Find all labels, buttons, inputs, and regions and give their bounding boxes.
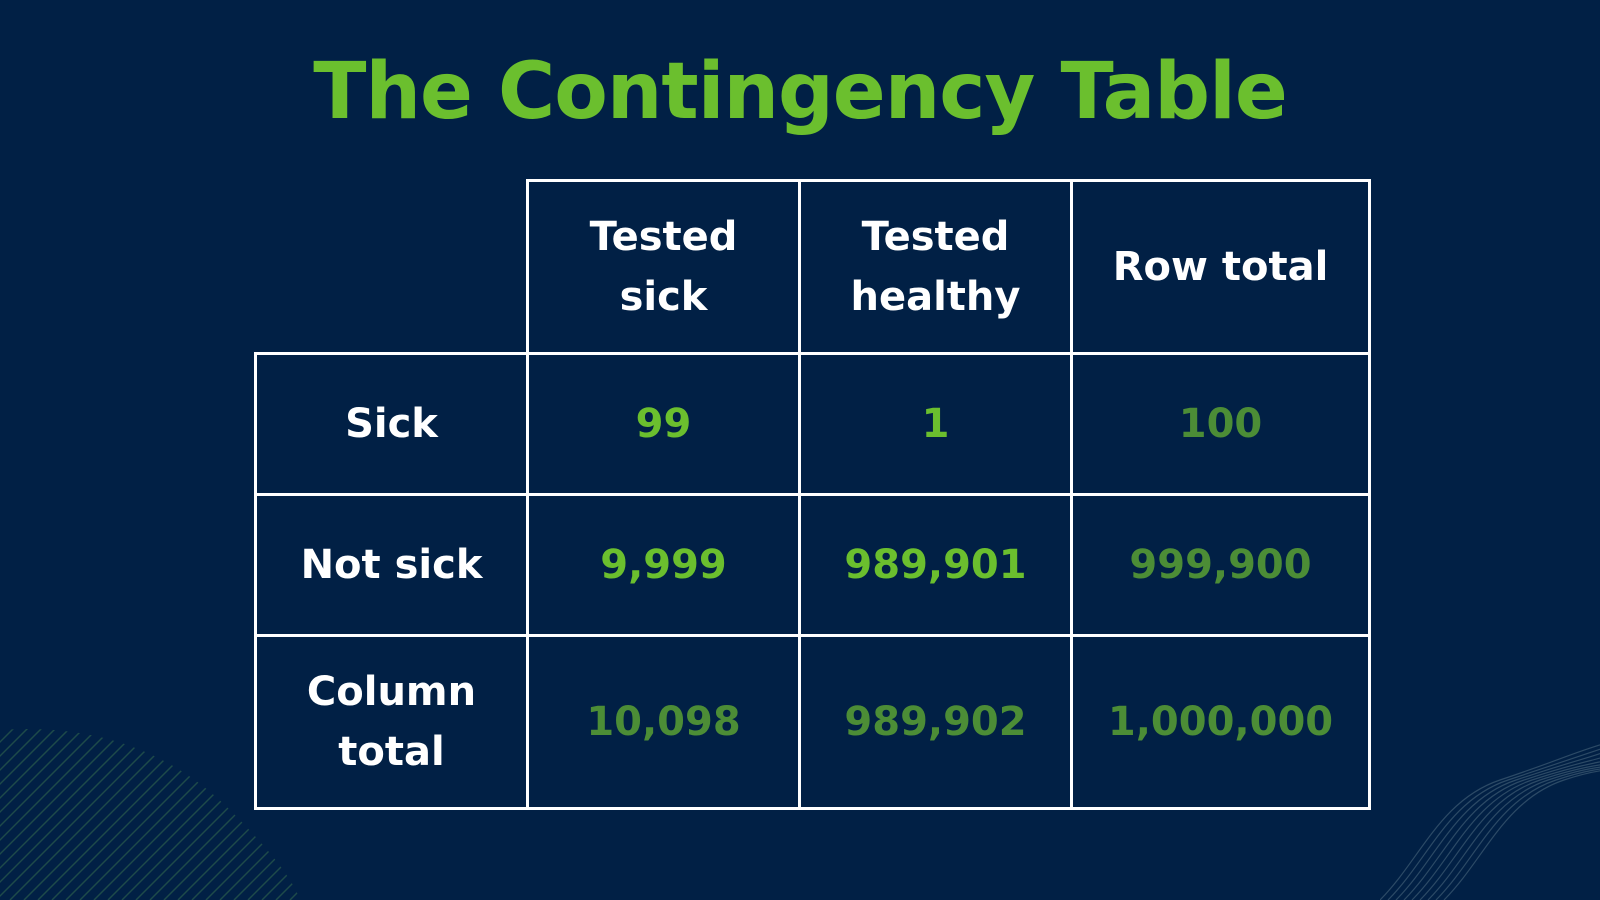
hatch-line (0, 729, 127, 900)
wave-line (1395, 753, 1600, 900)
hatch-line (0, 729, 43, 900)
hatch-line (0, 729, 71, 900)
cell-not-sick-tested-healthy: 989,901 (798, 493, 1073, 637)
hatch-line (0, 729, 155, 900)
column-header-row-total: Row total (1070, 179, 1371, 355)
column-header-line: Row total (1112, 244, 1329, 290)
cell-not-sick-row-total: 999,900 (1070, 493, 1371, 637)
wave-line (1419, 764, 1600, 900)
hatch-line (0, 729, 85, 900)
column-header-line: Tested (589, 214, 738, 260)
row-header-line: Sick (345, 401, 438, 447)
row-header-line: total (338, 729, 445, 775)
hatch-line (79, 729, 281, 900)
column-header-line: healthy (850, 274, 1021, 320)
column-header-line: sick (619, 274, 708, 320)
hatch-line (51, 729, 253, 900)
hatch-line (0, 729, 141, 900)
cell-grand-total: 1,000,000 (1070, 634, 1371, 810)
hatch-line (23, 729, 225, 900)
row-header-line: Column (306, 669, 477, 715)
hatch-line (37, 729, 239, 900)
cell-column-total-tested-healthy: 989,902 (798, 634, 1073, 810)
row-header-line: Not sick (300, 542, 483, 588)
cell-sick-tested-healthy: 1 (798, 352, 1073, 496)
wave-line (1403, 757, 1600, 900)
hatch-line (0, 729, 113, 900)
wave-line (1387, 748, 1600, 900)
wave-line (1443, 770, 1600, 900)
wave-line (1427, 766, 1600, 900)
cell-not-sick-tested-sick: 9,999 (526, 493, 801, 637)
wave-line (1435, 768, 1600, 900)
column-header-tested-healthy: Tested healthy (798, 179, 1073, 355)
row-header-not-sick: Not sick (254, 493, 529, 637)
cell-column-total-tested-sick: 10,098 (526, 634, 801, 810)
table-row-not-sick: Not sick 9,999 989,901 999,900 (254, 493, 1371, 637)
contingency-table: Tested sick Tested healthy Row total Sic… (254, 179, 1371, 810)
hatch-line (0, 729, 183, 900)
hatch-line (0, 729, 197, 900)
cell-sick-tested-sick: 99 (526, 352, 801, 496)
page-title: The Contingency Table (313, 47, 1287, 137)
hatch-line (0, 729, 29, 900)
row-header-column-total: Column total (254, 634, 529, 810)
hatch-line (0, 729, 15, 900)
hatch-line (9, 729, 211, 900)
column-header-line: Tested (861, 214, 1010, 260)
wave-lines-decoration (1380, 744, 1600, 900)
wave-line (1380, 744, 1600, 900)
column-header-tested-sick: Tested sick (526, 179, 801, 355)
cell-sick-row-total: 100 (1070, 352, 1371, 496)
table-corner-cell (255, 180, 529, 355)
row-header-sick: Sick (254, 352, 529, 496)
table-header-row: Tested sick Tested healthy Row total (255, 179, 1371, 355)
hatch-line (0, 729, 169, 900)
hatch-line (65, 729, 267, 900)
hatch-line (0, 729, 57, 900)
wave-line (1411, 761, 1600, 900)
table-row-sick: Sick 99 1 100 (254, 352, 1371, 496)
hatch-line (0, 729, 99, 900)
table-row-column-total: Column total 10,098 989,902 1,000,000 (254, 634, 1371, 810)
